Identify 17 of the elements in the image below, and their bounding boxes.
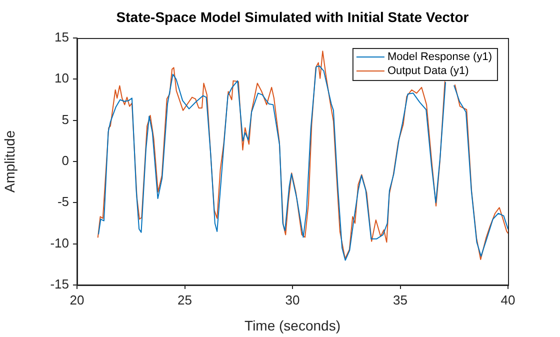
y-tick-label: 10 (54, 70, 69, 86)
legend-label: Output Data (y1) (387, 65, 469, 78)
x-tick-label: 25 (178, 292, 192, 308)
y-tick-label: 5 (62, 112, 69, 127)
x-tick-label: 20 (70, 292, 84, 308)
x-axis-title: Time (seconds) (244, 317, 340, 334)
y-axis-title: Amplitude (1, 130, 18, 193)
y-tick-label: -15 (50, 276, 69, 292)
chart-title: State-Space Model Simulated with Initial State Vector (116, 8, 470, 25)
y-tick-label: 0 (62, 153, 69, 168)
x-tick-label: 40 (500, 292, 516, 308)
y-tick-label: 15 (54, 30, 69, 45)
legend-label: Model Response (y1) (387, 51, 492, 64)
x-tick-label: 35 (393, 292, 408, 308)
x-tick-label: 30 (285, 292, 300, 308)
y-tick-label: -5 (57, 194, 69, 210)
y-tick-label: -10 (50, 235, 69, 250)
